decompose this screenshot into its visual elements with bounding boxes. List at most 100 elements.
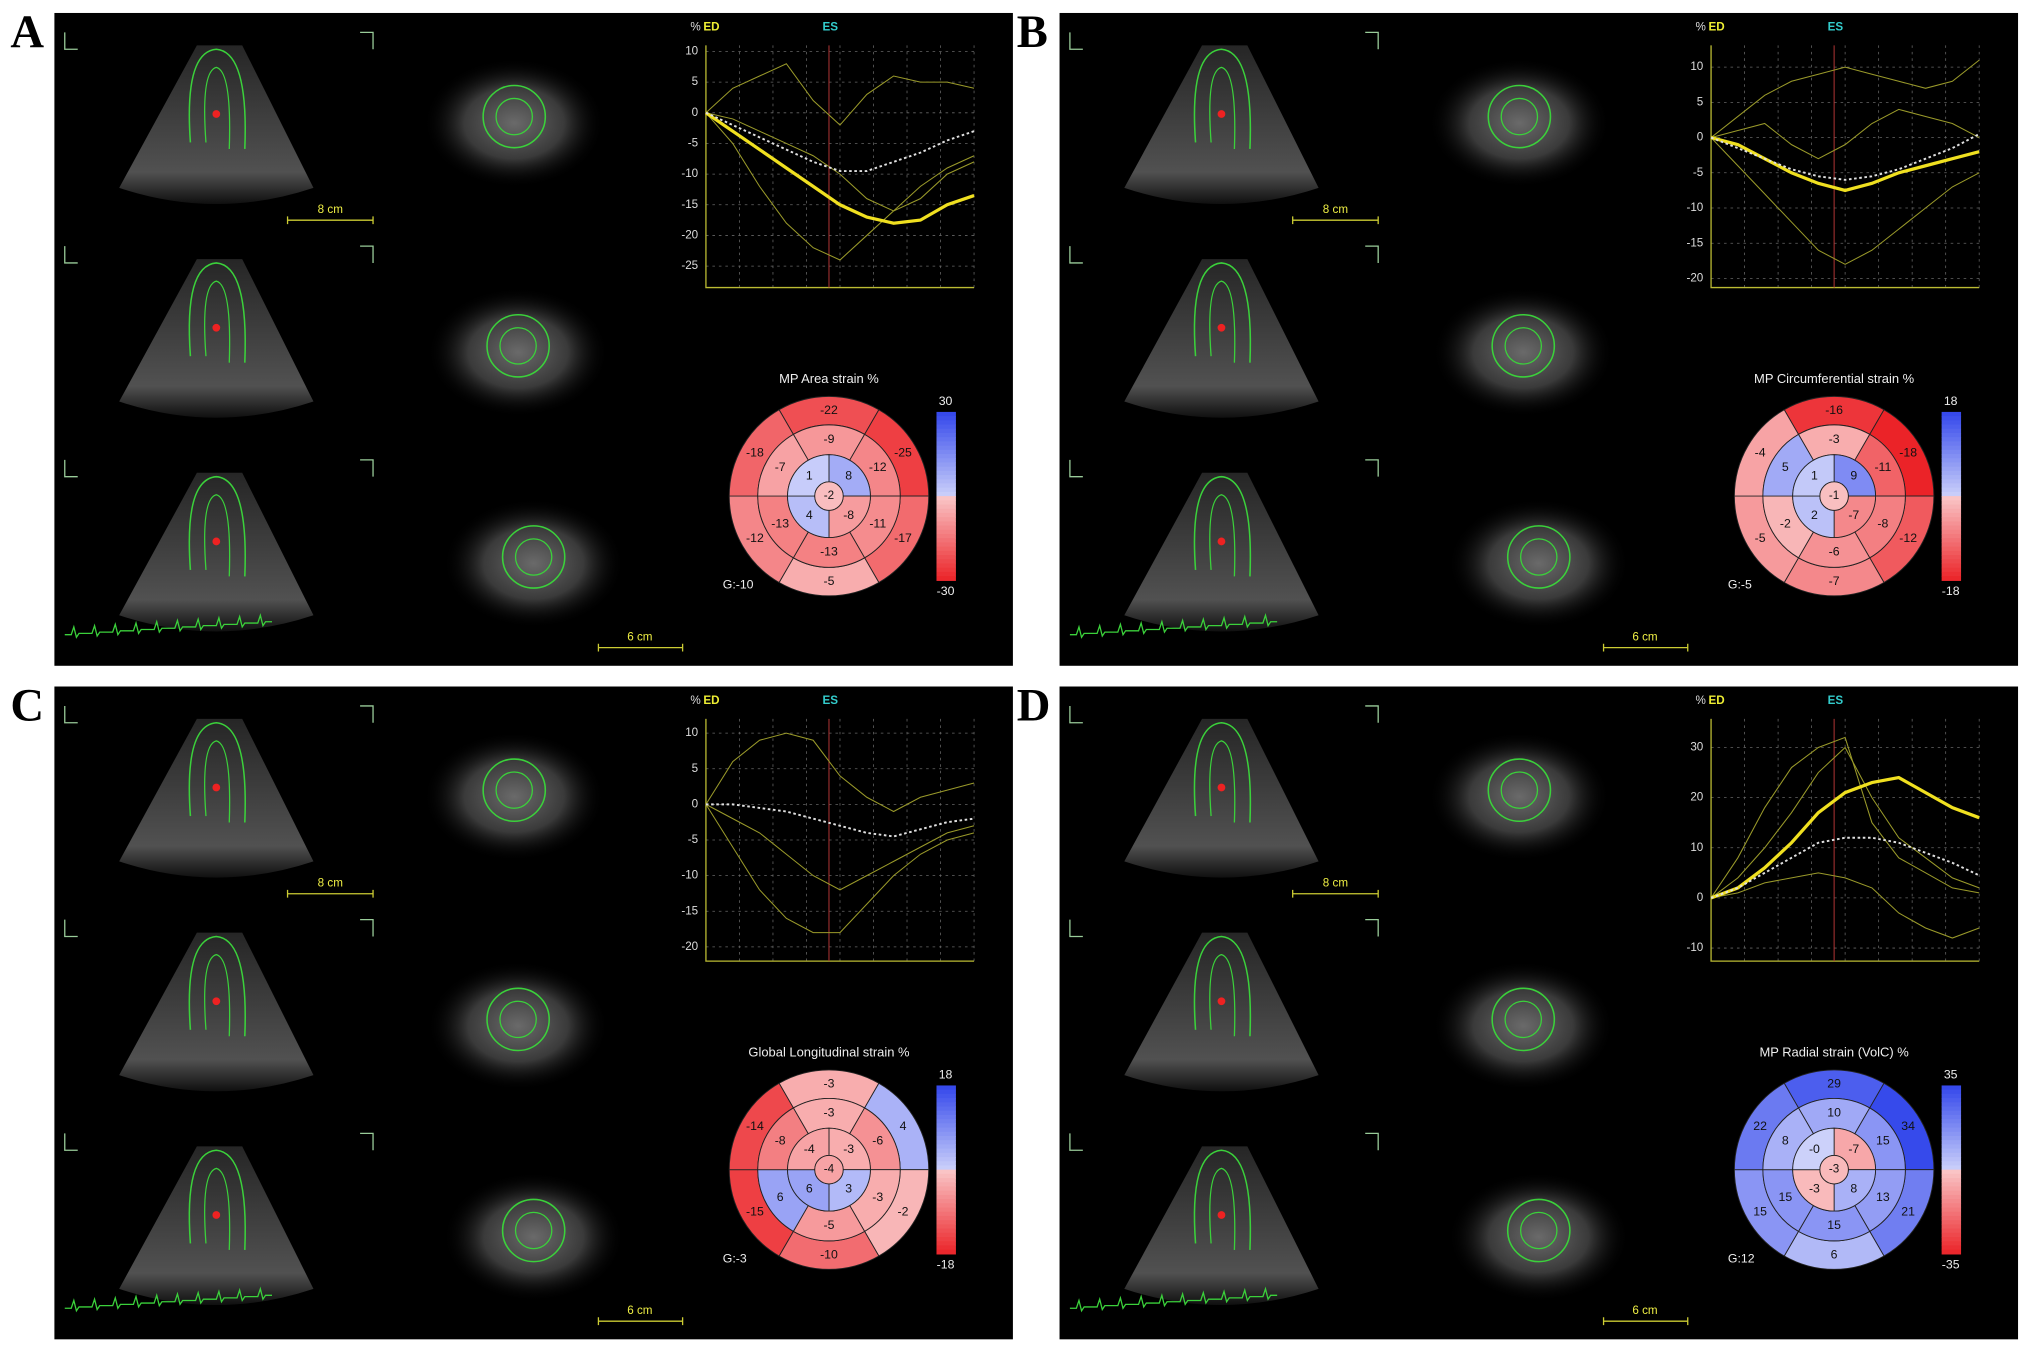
color-bar-step <box>936 1173 956 1179</box>
color-bar-step <box>1941 517 1962 523</box>
es-label: ES <box>1828 20 1844 33</box>
color-bar-step <box>936 508 956 514</box>
myocardium-outer <box>1506 525 1571 589</box>
color-bar-step <box>1941 1173 1962 1179</box>
lv-contour <box>1193 1149 1252 1250</box>
es-label: ES <box>823 20 839 33</box>
color-bar-step <box>1941 1203 1962 1209</box>
y-tick-label: 5 <box>692 75 698 88</box>
segment-label: 8 <box>845 469 852 483</box>
y-tick-label: 10 <box>685 45 698 58</box>
myocardium-inner <box>1504 1000 1543 1039</box>
scale-bar <box>1602 643 1689 652</box>
color-bar-step <box>936 512 956 518</box>
color-bar-step <box>1941 458 1962 464</box>
segment-label: -7 <box>1829 574 1840 588</box>
bullseye-title: MP Circumferential strain % <box>1754 371 1915 386</box>
color-bar-min: -30 <box>937 584 955 598</box>
color-bar-step <box>1941 550 1962 556</box>
lv-contour <box>1193 48 1252 149</box>
scale-bar-label: 6 cm <box>627 1304 652 1317</box>
color-bar-step <box>936 1199 956 1204</box>
color-bar-step <box>936 1161 956 1167</box>
color-bar-step <box>936 496 956 501</box>
lv-contour <box>204 953 231 1037</box>
segment-label: -14 <box>746 1119 764 1133</box>
strain-curve <box>705 803 975 838</box>
strain-curve <box>705 63 975 126</box>
color-bar-step <box>936 441 956 447</box>
segment-label: -3 <box>1829 1163 1839 1176</box>
color-bar-step <box>936 475 956 480</box>
y-tick-label: 0 <box>692 106 699 119</box>
segment-label: -1 <box>1829 489 1839 502</box>
color-bar-step <box>1941 1232 1962 1238</box>
color-bar-step <box>1941 1165 1962 1171</box>
color-bar-step <box>936 542 956 548</box>
scale-bar-label: 8 cm <box>1323 876 1348 889</box>
ecg-trace <box>64 612 273 639</box>
color-bar-step <box>1941 1186 1962 1192</box>
segment-label: -7 <box>1848 508 1859 522</box>
myocardium-inner <box>1520 538 1558 576</box>
y-tick-label: -20 <box>681 940 698 953</box>
segment-label: 4 <box>900 1119 907 1133</box>
strain-curve <box>1710 59 1980 138</box>
segment-label: 2 <box>1811 508 1818 522</box>
color-bar-min: -35 <box>1942 1258 1960 1272</box>
color-bar-step <box>1941 567 1962 573</box>
corner-marker <box>64 245 374 264</box>
y-tick-label: 10 <box>685 726 698 739</box>
color-bar-step <box>1941 1098 1962 1103</box>
myocardium-inner <box>499 327 537 365</box>
color-bar-step <box>936 517 956 523</box>
segment-label: -2 <box>824 489 834 502</box>
myocardium-outer <box>501 1198 566 1263</box>
y-tick-label: 10 <box>1690 60 1703 73</box>
apex-dot <box>1217 783 1226 792</box>
color-bar-step <box>936 504 956 510</box>
echo-fan <box>119 259 314 418</box>
segment-label: -3 <box>843 1142 854 1156</box>
y-tick-label: 0 <box>1697 131 1704 144</box>
color-bar-step <box>1941 1245 1962 1251</box>
color-bar-step <box>936 483 956 489</box>
myocardium-inner <box>1500 97 1539 136</box>
segment-label: -15 <box>746 1205 764 1219</box>
color-bar-step <box>1941 1102 1962 1108</box>
segment-label: -6 <box>1829 545 1840 559</box>
apex-dot <box>212 1211 221 1219</box>
y-tick-label: -25 <box>681 259 698 272</box>
corner-marker <box>1069 1132 1379 1151</box>
global-label: G:-10 <box>723 578 754 592</box>
echo-slice <box>442 1172 625 1302</box>
echo-fan <box>1124 1146 1319 1306</box>
echo-fan <box>1124 472 1319 632</box>
color-bar-step <box>936 1194 956 1200</box>
strain-curve <box>705 112 975 212</box>
segment-label: -13 <box>771 517 789 531</box>
color-bar-step <box>1941 1215 1962 1221</box>
color-bar-step <box>936 458 956 464</box>
apex-dot <box>212 537 221 546</box>
segment-label: 6 <box>806 1182 813 1196</box>
color-bar-step <box>1941 508 1962 514</box>
color-bar-max: 30 <box>939 394 953 408</box>
strain-curve <box>705 111 975 225</box>
segment-label: 4 <box>806 508 813 522</box>
color-bar-step <box>1941 1085 1962 1091</box>
color-bar-step <box>1941 546 1962 552</box>
color-bar-step <box>1941 1249 1962 1255</box>
echo-fan <box>119 1146 314 1306</box>
color-bar-step <box>1941 428 1962 434</box>
ed-label: ED <box>1708 694 1724 707</box>
segment-label: -4 <box>804 1142 815 1156</box>
color-bar-step <box>936 1190 956 1196</box>
lv-contour <box>1209 280 1236 363</box>
scale-bar <box>286 216 374 225</box>
y-tick-label: 10 <box>1690 841 1703 854</box>
panel-letter: C <box>10 680 44 732</box>
corner-marker <box>1069 31 1379 50</box>
axis <box>1710 718 1980 962</box>
color-bar-step <box>936 1165 956 1171</box>
